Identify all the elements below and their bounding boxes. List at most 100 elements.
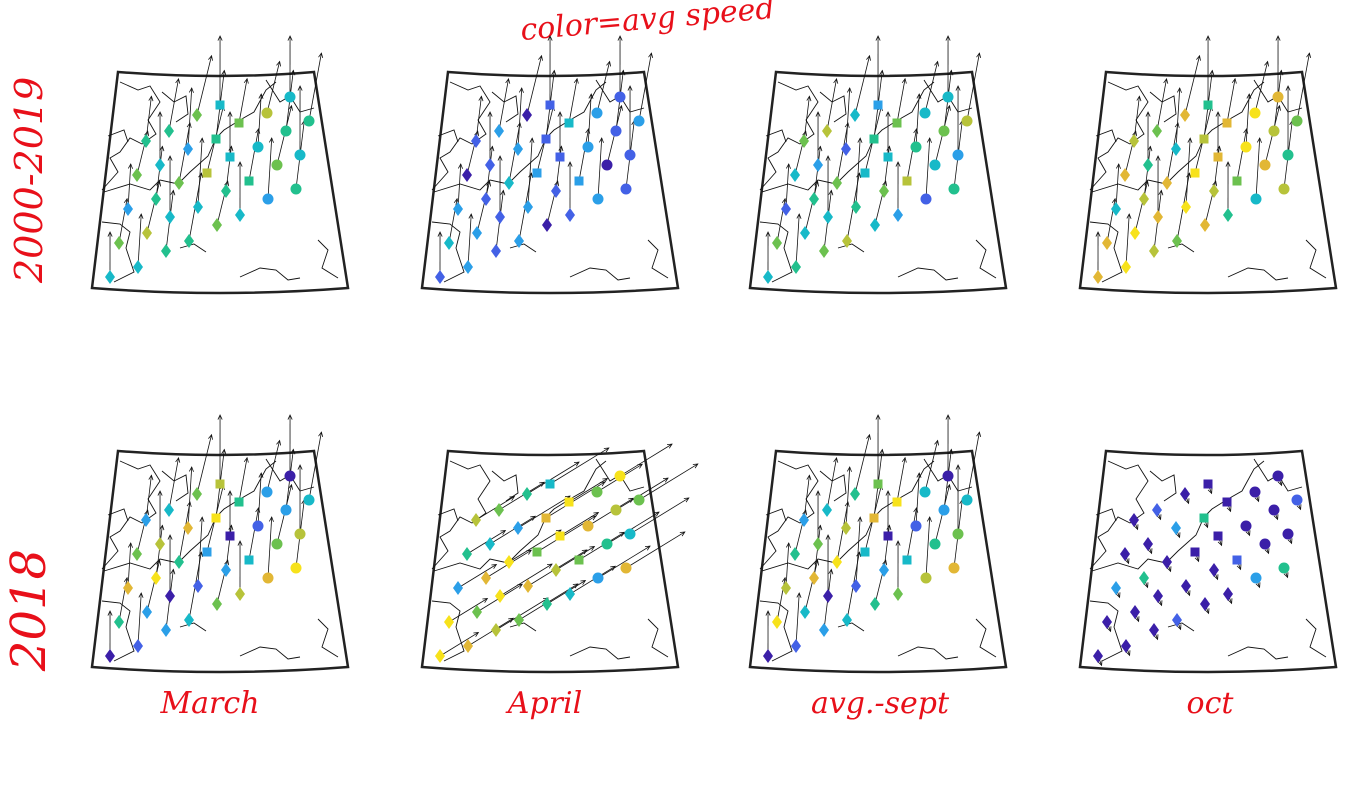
coastline (101, 600, 135, 662)
coastline (431, 600, 465, 662)
arrow-head (825, 534, 831, 540)
station-marker-diamond (822, 124, 832, 138)
station-marker-circle (1240, 141, 1252, 153)
arrow-head (1275, 35, 1281, 41)
station-marker-circle (633, 494, 645, 506)
arrow-head (882, 180, 888, 187)
station-marker-circle (284, 470, 296, 482)
arrow-head (509, 495, 516, 501)
coastline (431, 221, 465, 283)
arrow-head (290, 69, 296, 76)
station-marker-circle (1259, 159, 1271, 171)
station-marker-diamond (1093, 270, 1103, 284)
map-panel-row1-april (420, 35, 680, 295)
arrow-head (1136, 95, 1142, 102)
coastline (433, 81, 607, 193)
arrow-head (602, 477, 609, 483)
station-marker-diamond (565, 208, 575, 222)
arrow-head (934, 439, 940, 446)
arrow-head (107, 610, 113, 616)
movement-arrow (1134, 181, 1149, 234)
movement-arrow (896, 457, 906, 503)
station-marker-circle (1278, 183, 1290, 195)
coastline (1095, 129, 1117, 143)
arrow-head (833, 456, 839, 463)
coastline (101, 221, 135, 283)
station-marker-square (532, 547, 542, 557)
arrow-head (318, 431, 324, 438)
station-marker-diamond (823, 589, 833, 603)
movement-arrow (257, 473, 262, 527)
movement-arrow (495, 597, 549, 631)
coastline (1091, 460, 1265, 572)
arrow-head (453, 197, 459, 204)
movement-arrow (526, 461, 580, 495)
arrow-head (473, 631, 480, 637)
station-marker-diamond (141, 513, 151, 527)
arrow-head (617, 35, 623, 41)
movement-arrow (527, 138, 533, 208)
coastline (647, 618, 669, 658)
station-marker-diamond (1200, 218, 1210, 232)
arrow-head (1115, 592, 1121, 599)
station-marker-square (564, 118, 574, 128)
station-marker-square (574, 555, 584, 565)
coastline (975, 618, 997, 658)
arrow-head (1186, 172, 1192, 179)
arrow-head (976, 431, 982, 438)
station-marker-diamond (1153, 210, 1163, 224)
movement-arrow (127, 164, 132, 210)
coastline (837, 243, 865, 253)
arrow-head (846, 87, 852, 93)
movement-arrow (625, 531, 686, 569)
station-marker-square (860, 547, 870, 557)
movement-arrow (915, 473, 920, 527)
movement-arrow (145, 475, 152, 521)
arrow-head (628, 497, 634, 503)
movement-arrow (795, 214, 800, 268)
movement-arrow (248, 128, 259, 182)
coastline (1089, 221, 1123, 283)
arrow-head (1277, 480, 1283, 487)
arrow-head (297, 464, 303, 470)
row-label-2018: 2018 (1, 548, 57, 672)
station-marker-diamond (1181, 579, 1191, 593)
station-marker-diamond (513, 142, 523, 156)
station-marker-circle (1282, 528, 1294, 540)
arrow-head (585, 127, 591, 134)
arrow-head (500, 189, 506, 196)
station-marker-diamond (842, 234, 852, 248)
station-marker-square (541, 513, 551, 523)
arrow-head (1184, 498, 1190, 505)
station-marker-diamond (123, 202, 133, 216)
station-marker-diamond (799, 513, 809, 527)
station-marker-circle (610, 125, 622, 137)
station-marker-circle (948, 183, 960, 195)
station-marker-diamond (453, 202, 463, 216)
station-marker-diamond (870, 597, 880, 611)
movement-arrow (559, 512, 599, 537)
arrow-head (1203, 522, 1209, 529)
arrow-head (913, 506, 919, 513)
arrow-head (1097, 660, 1103, 667)
station-marker-diamond (1121, 260, 1131, 274)
arrow-head (817, 524, 823, 531)
arrow-head (474, 130, 480, 137)
arrow-head (588, 93, 594, 99)
arrow-head (648, 52, 654, 59)
coastline (509, 243, 537, 253)
station-marker-square (1203, 479, 1213, 489)
arrow-head (170, 189, 176, 196)
station-marker-diamond (491, 244, 501, 258)
row-label-2000-2019: 2000-2019 (7, 76, 51, 283)
station-marker-diamond (523, 579, 533, 593)
column-label-april: April (507, 686, 583, 721)
station-marker-square (1203, 100, 1213, 110)
coastline (509, 622, 537, 632)
station-marker-diamond (841, 521, 851, 535)
station-marker-diamond (1139, 192, 1149, 206)
movement-arrow (606, 511, 660, 545)
station-marker-circle (592, 193, 604, 205)
arrow-head (1278, 69, 1284, 76)
station-marker-diamond (1130, 605, 1140, 619)
